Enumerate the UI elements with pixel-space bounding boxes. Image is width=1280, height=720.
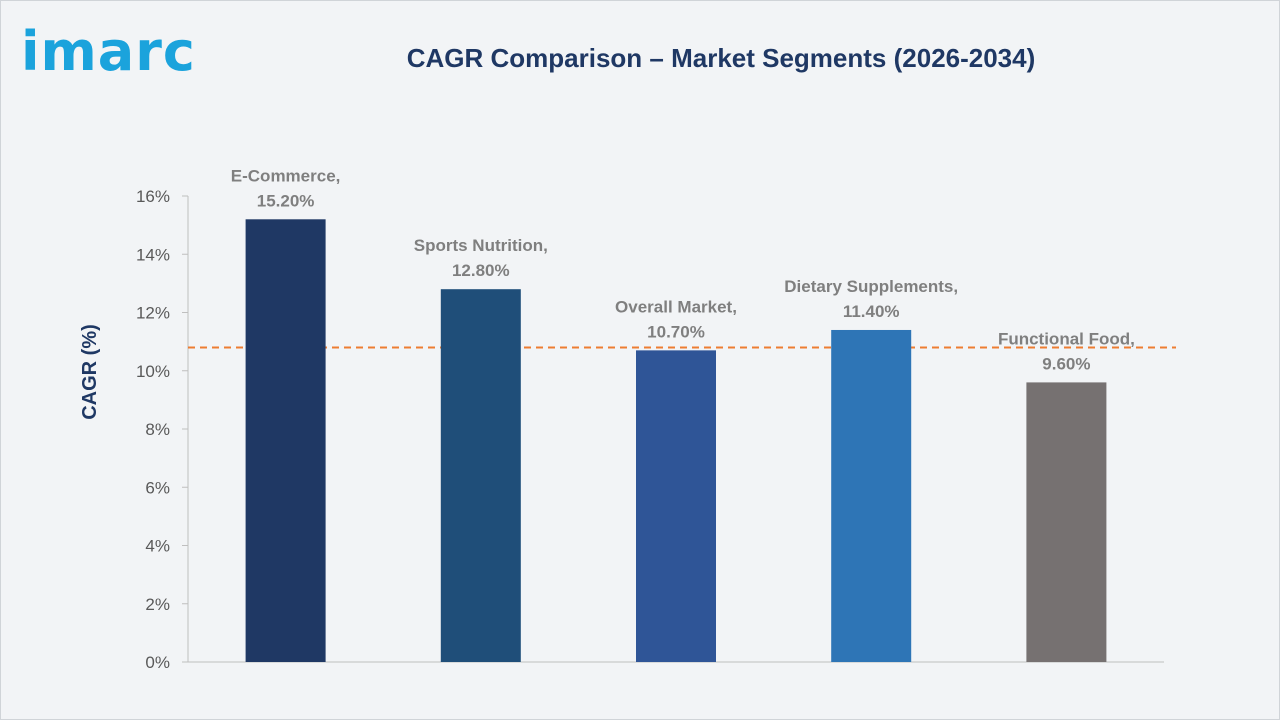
y-tick-label: 16% [136, 187, 170, 206]
y-tick-label: 14% [136, 245, 170, 264]
data-label-category: E-Commerce, [231, 166, 341, 185]
bar [1026, 382, 1107, 662]
bar [831, 329, 912, 662]
chart-title: CAGR Comparison – Market Segments (2026-… [406, 43, 1036, 73]
data-label-category: Overall Market, [615, 297, 737, 316]
chart-bars [245, 219, 1107, 663]
data-label-value: 9.60% [1042, 354, 1090, 373]
data-label-category: Functional Food, [998, 329, 1135, 348]
bar [636, 350, 716, 662]
data-label-category: Dietary Supplements, [784, 277, 958, 296]
chart-data-labels: E-Commerce, 15.20% Sports Nutrition, 12.80%… [231, 166, 1135, 373]
bar [245, 219, 326, 663]
y-tick-label: 2% [145, 595, 170, 614]
y-tick-label: 0% [145, 653, 170, 672]
data-label-value: 10.70% [647, 322, 705, 341]
y-axis-label: CAGR (%) [79, 324, 101, 420]
data-label-value: 12.80% [452, 261, 510, 280]
bar [440, 289, 521, 662]
data-label-value: 15.20% [257, 191, 315, 210]
y-tick-label: 12% [136, 304, 170, 323]
y-tick-label: 6% [145, 478, 170, 497]
data-label-value: 11.40% [843, 302, 900, 321]
y-tick-label: 10% [136, 362, 170, 381]
chart-axes: 0% 2% 4% 6% 8% 10% 12% 14% 16% [136, 187, 1176, 672]
data-label-category: Sports Nutrition, [414, 236, 548, 255]
y-tick-label: 8% [145, 420, 170, 439]
imarc-logo: imarc [21, 20, 196, 83]
y-tick-label: 4% [145, 537, 170, 556]
